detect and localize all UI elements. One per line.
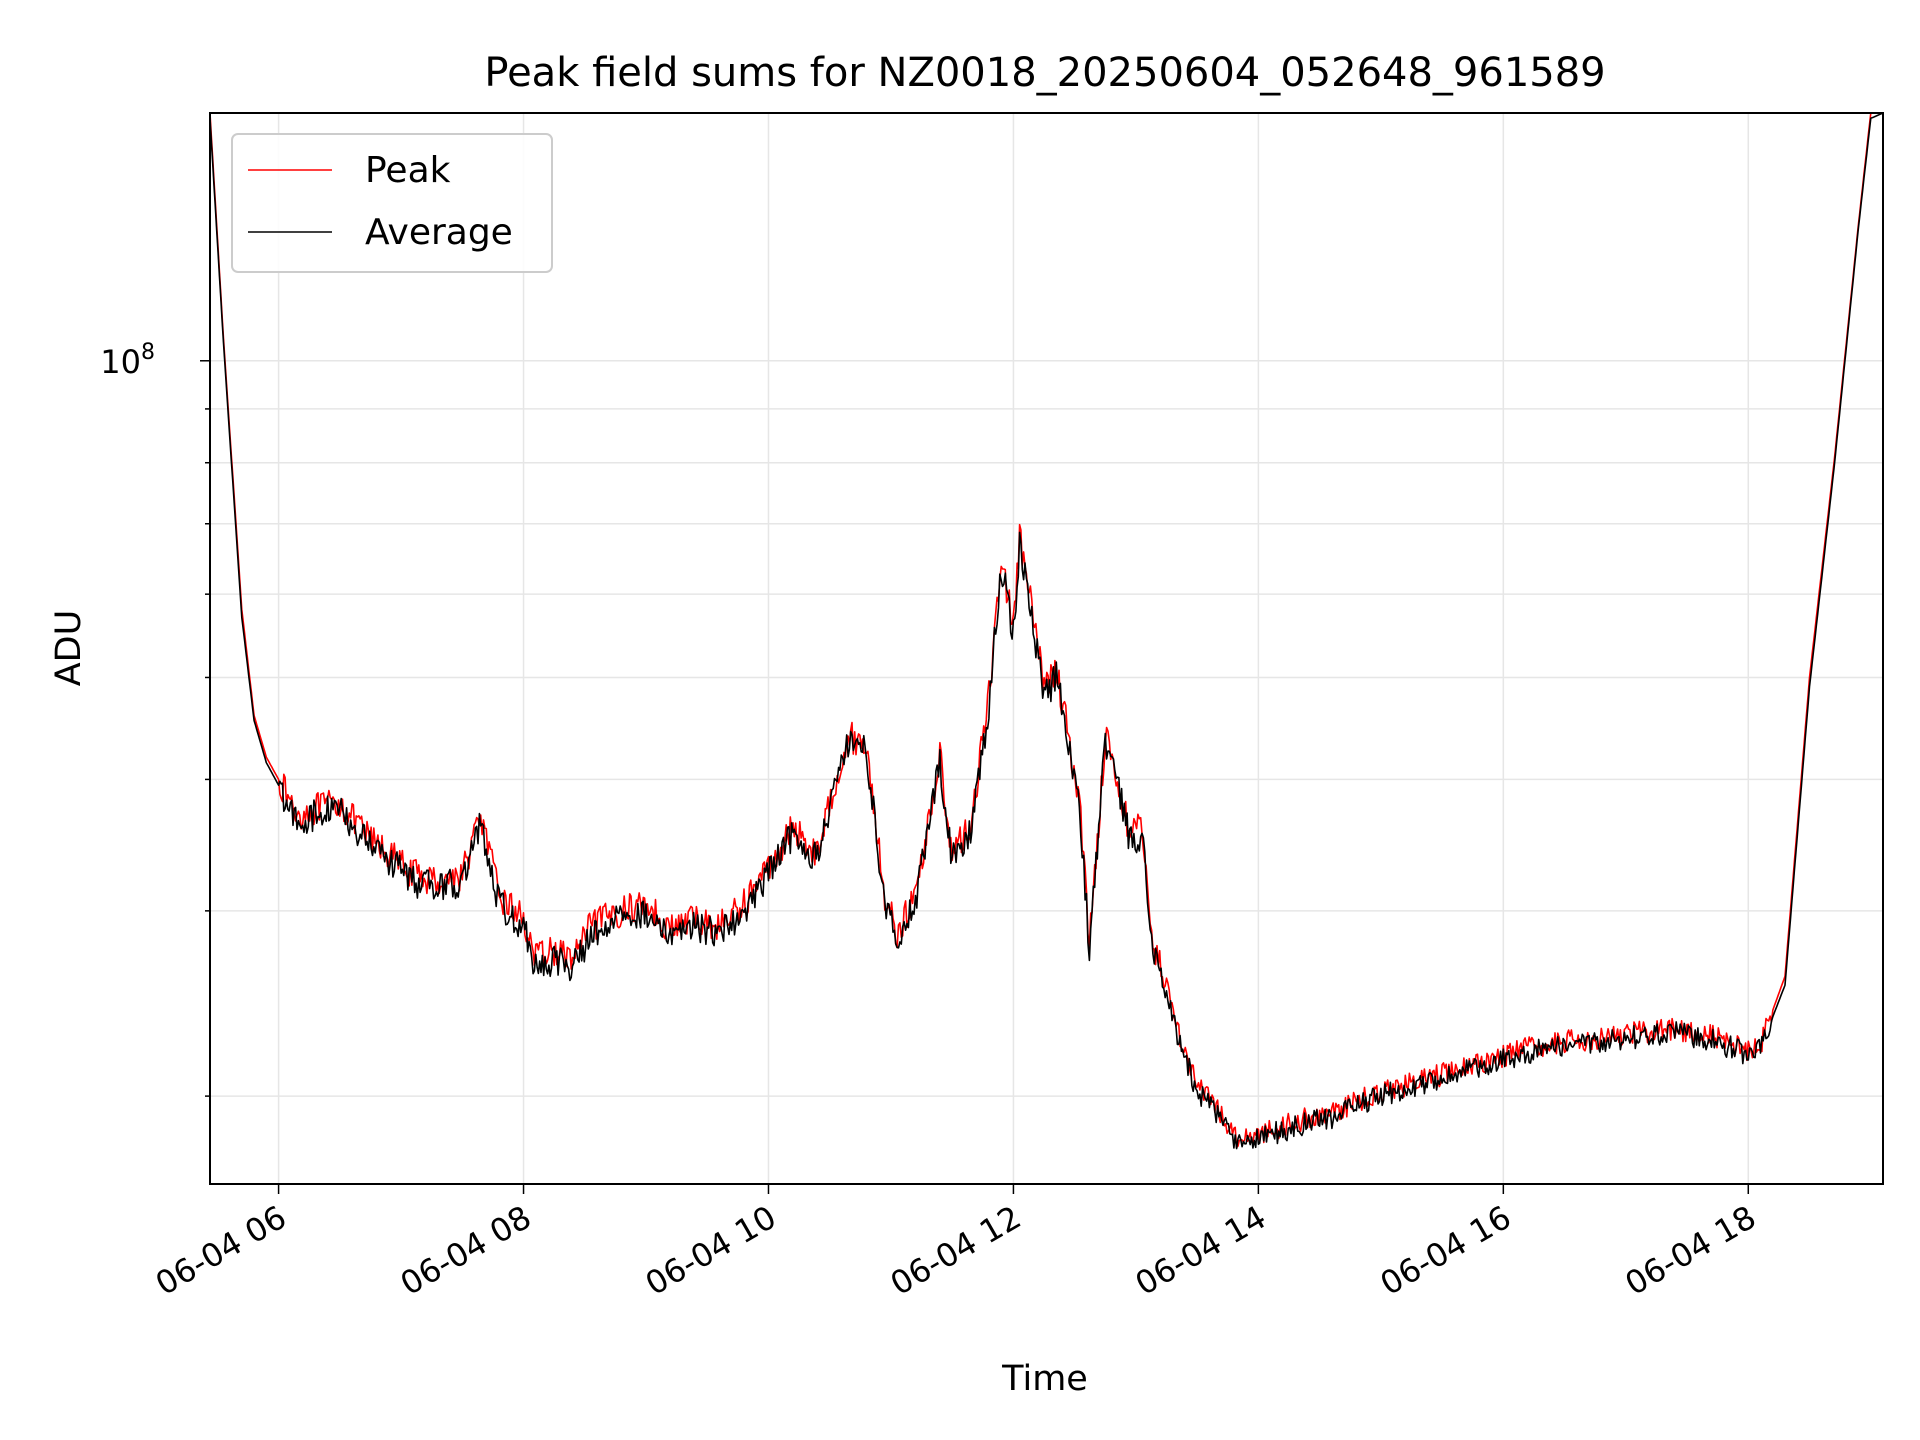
grid [210, 113, 1883, 1184]
legend: Peak Average [231, 133, 553, 273]
legend-label-average: Average [365, 212, 513, 253]
y-axis-label: ADU [49, 610, 89, 687]
y-axis: 108 [100, 340, 210, 1097]
series-group [210, 113, 1883, 1150]
y-tick-label-1e8: 108 [100, 340, 155, 381]
legend-label-peak: Peak [365, 150, 451, 191]
series-line-peak [210, 113, 1883, 1149]
legend-box [231, 133, 553, 273]
y-tick-exponent: 8 [141, 340, 155, 365]
plot-frame [209, 112, 1884, 1185]
x-axis-label: Time [1001, 1359, 1088, 1399]
series-line-average [210, 113, 1883, 1150]
y-tick-base: 10 [100, 343, 141, 381]
chart-title: Peak field sums for NZ0018_20250604_0526… [484, 50, 1605, 96]
